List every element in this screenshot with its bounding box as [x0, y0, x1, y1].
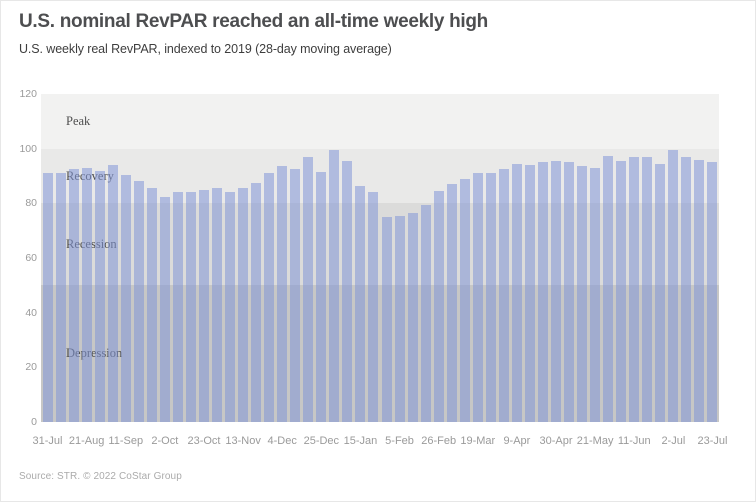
chart-bar	[159, 196, 170, 422]
chart-bar	[446, 184, 457, 422]
chart-bar	[198, 189, 209, 422]
x-tick-label: 31-Jul	[32, 435, 63, 447]
chart-bar	[381, 217, 392, 422]
chart-bar	[55, 173, 66, 422]
chart-bar	[655, 163, 666, 422]
chart-bar	[681, 156, 692, 422]
plot-area: PeakRecoveryRecessionDepression	[41, 94, 719, 422]
chart-subtitle: U.S. weekly real RevPAR, indexed to 2019…	[19, 42, 392, 56]
chart-bar	[694, 159, 705, 422]
chart-bar	[524, 165, 535, 422]
x-tick-label: 23-Jul	[697, 435, 728, 447]
chart-bar	[225, 192, 236, 422]
chart-bar	[368, 192, 379, 422]
chart-bar	[616, 160, 627, 422]
chart-bar	[394, 215, 405, 422]
zone-band-peak: Peak	[41, 94, 719, 149]
chart-title: U.S. nominal RevPAR reached an all-time …	[19, 11, 488, 32]
x-tick-label: 4-Dec	[267, 435, 297, 447]
x-tick-label: 30-Apr	[539, 435, 573, 447]
chart-bar	[668, 150, 679, 422]
zone-label-peak: Peak	[66, 113, 91, 128]
y-tick-label: 40	[25, 306, 37, 319]
x-tick-label: 23-Oct	[187, 435, 221, 447]
chart-bar	[212, 188, 222, 422]
y-tick-label: 0	[31, 416, 37, 428]
chart-bar	[355, 185, 366, 422]
chart-bar	[551, 160, 561, 422]
chart-bar	[264, 173, 275, 422]
chart-bar	[629, 156, 640, 422]
chart-bar	[590, 167, 601, 422]
x-tick-label: 11-Jun	[617, 435, 651, 447]
x-tick-label: 25-Dec	[303, 435, 340, 447]
x-tick-label: 21-Aug	[68, 435, 105, 447]
chart-bar	[146, 188, 157, 422]
y-tick-label: 120	[19, 88, 37, 100]
chart-bar	[303, 156, 314, 422]
chart-bar	[172, 192, 183, 422]
y-tick-label: 20	[25, 361, 37, 374]
chart-bar	[238, 188, 249, 422]
chart-bar	[329, 150, 340, 422]
chart-bar	[68, 169, 79, 422]
chart-bar	[251, 182, 262, 422]
chart-bar	[342, 160, 353, 422]
chart-bar	[185, 192, 196, 422]
y-tick-label: 80	[25, 197, 37, 210]
x-tick-label: 19-Mar	[460, 435, 496, 447]
chart-bar	[277, 166, 288, 422]
chart-bar	[707, 162, 718, 422]
x-tick-label: 11-Sep	[108, 435, 144, 447]
chart-bar	[94, 170, 105, 422]
y-tick-label: 100	[19, 142, 37, 155]
x-tick-label: 5-Feb	[385, 435, 414, 447]
chart-bar	[498, 169, 509, 422]
x-tick-label: 15-Jan	[343, 435, 378, 447]
chart-bar	[290, 169, 301, 422]
x-tick-label: 21-May	[576, 435, 614, 447]
chart-bar	[577, 166, 588, 422]
chart-bar	[433, 191, 444, 422]
chart-bar	[107, 165, 118, 422]
x-tick-label: 2-Oct	[151, 435, 179, 447]
source-attribution: Source: STR. © 2022 CoStar Group	[19, 471, 182, 482]
chart-bar	[133, 181, 144, 422]
x-tick-label: 2-Jul	[661, 435, 686, 447]
chart-bar	[120, 174, 131, 422]
chart-bar	[81, 167, 92, 422]
x-tick-label: 9-Apr	[503, 435, 531, 447]
chart-bar	[564, 162, 575, 422]
chart-bar	[316, 171, 327, 422]
chart-bar	[420, 204, 431, 422]
chart-bar	[642, 156, 653, 422]
chart-bar	[459, 178, 470, 422]
chart-bar	[42, 173, 53, 422]
chart-bar	[407, 212, 418, 422]
chart-bar	[603, 155, 614, 422]
chart-bar	[511, 163, 522, 422]
y-tick-label: 60	[25, 252, 37, 264]
chart-bar	[537, 162, 548, 422]
x-tick-label: 26-Feb	[421, 435, 457, 447]
x-tick-label: 13-Nov	[225, 435, 261, 447]
chart-bar	[472, 173, 483, 422]
chart-bar	[485, 173, 496, 422]
